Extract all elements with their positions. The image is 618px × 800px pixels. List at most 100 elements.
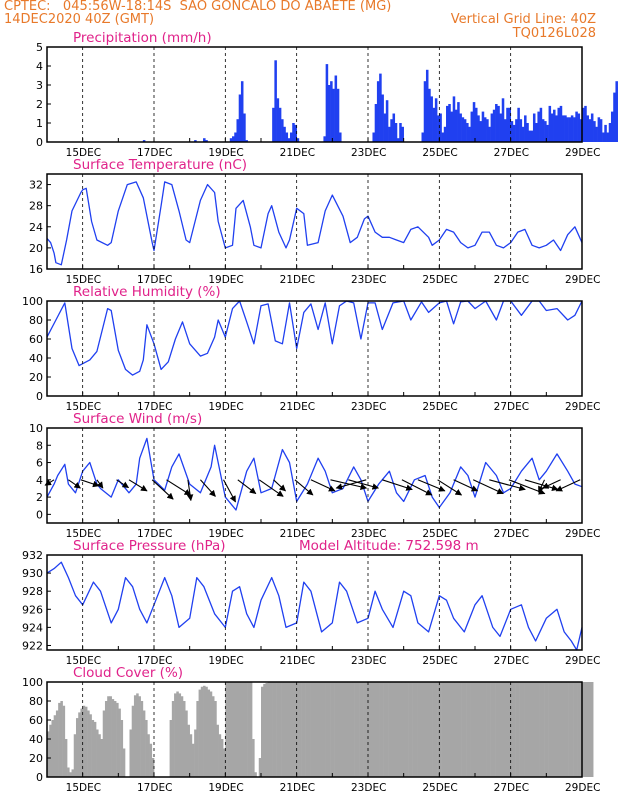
cloud-cover-bar (383, 682, 387, 777)
cloud-cover-bar (356, 682, 360, 777)
cloud-cover-bar (62, 705, 66, 777)
temperature-xlabel: 21DEC (280, 274, 315, 286)
cloud-cover-bar (133, 695, 137, 777)
precipitation-bar (457, 102, 460, 142)
cloud-cover-bar (263, 683, 266, 777)
precipitation-xlabel: 21DEC (280, 147, 315, 159)
cloud-cover-bar (325, 682, 329, 777)
cloud-cover-bar (588, 682, 592, 777)
cloud-cover-bar (207, 689, 211, 777)
cloud-cover-bar (492, 682, 496, 777)
cloud-cover-bar (47, 731, 50, 777)
cloud-cover-bar (96, 729, 99, 777)
wind-line (46, 437, 583, 511)
wind-arrow (199, 479, 216, 497)
precipitation-bar (443, 126, 447, 142)
cloud-cover-bar (470, 682, 474, 777)
cloud-cover-ylabel: 0 (36, 771, 43, 784)
cloud-cover-bar (236, 682, 240, 777)
cloud-cover-bar (388, 682, 391, 777)
cloud-cover-bar (100, 739, 104, 777)
cloud-cover-bar (483, 682, 487, 777)
cloud-cover-bar (495, 682, 498, 777)
cloud-cover-bar (570, 682, 574, 777)
temperature-ylabel: 24 (29, 221, 43, 234)
cloud-cover-bar (557, 682, 561, 777)
cloud-cover-bar (564, 682, 567, 777)
humidity-xlabel: 23DEC (351, 401, 386, 413)
precipitation-bar (428, 88, 431, 142)
cloud-cover-bar (579, 682, 583, 777)
pressure-panel (46, 554, 583, 651)
cloud-cover-bar (499, 682, 503, 777)
precipitation-bar (597, 117, 601, 142)
precipitation-bar (503, 119, 507, 142)
temperature-ylabel: 20 (29, 242, 43, 255)
cloud-cover-bar (234, 682, 237, 777)
cloud-cover-bar (432, 682, 436, 777)
precipitation-bar (537, 111, 540, 142)
cloud-cover-bar (87, 710, 90, 777)
header-grid-line: Vertical Grid Line: 40Z (450, 12, 596, 27)
cloud-cover-bar (582, 682, 585, 777)
wind-arrow (273, 479, 286, 492)
cloud-cover-bar (205, 686, 208, 777)
cloud-cover-bar (490, 682, 494, 777)
precipitation-bar (245, 140, 248, 142)
precipitation-bar (599, 119, 603, 142)
wind-ylabel: 6 (36, 457, 43, 470)
precipitation-bar (555, 115, 558, 142)
wind-ylabel: 8 (36, 439, 43, 452)
humidity-ylabel: 100 (22, 295, 43, 308)
precipitation-bar (439, 113, 442, 142)
cloud-cover-bar (258, 758, 262, 777)
cloud-cover-bar (89, 714, 92, 777)
cloud-cover-bar (452, 682, 456, 777)
cloud-cover-bar (590, 682, 594, 777)
precipitation-bar (512, 124, 516, 142)
precipitation-bar (194, 140, 197, 142)
cloud-cover-bar (303, 682, 306, 777)
pressure-xlabel: 15DEC (66, 655, 101, 667)
cloud-cover-bar (51, 720, 54, 777)
wind-arrow (166, 479, 192, 496)
cloud-cover-bar (174, 693, 177, 777)
cloud-cover-bar (75, 718, 79, 777)
cloud-cover-bar (454, 682, 458, 777)
wind-arrow (382, 479, 413, 491)
cloud-cover-bar (151, 758, 155, 777)
precipitation-bar (470, 111, 474, 142)
precipitation-bar (372, 132, 375, 142)
wind-arrow (310, 479, 336, 492)
precipitation-ylabel: 3 (36, 79, 43, 92)
cloud-cover-bar (341, 682, 344, 777)
cloud-cover-bar (93, 721, 97, 777)
precipitation-bar (289, 132, 293, 142)
cloud-cover-bar (238, 682, 242, 777)
precipitation-bar (281, 119, 284, 142)
cloud-cover-bar (517, 682, 520, 777)
precipitation-bar (399, 123, 402, 142)
cloud-cover-bar (463, 682, 467, 777)
cloud-cover-bar (58, 702, 61, 777)
wind-ylabel: 2 (36, 491, 43, 504)
precipitation-panel (46, 46, 618, 143)
wind-arrow (335, 479, 367, 490)
cloud-cover-bar (307, 682, 311, 777)
precipitation-bar (588, 119, 592, 142)
precipitation-bar (274, 60, 277, 142)
cloud-cover-bar (466, 682, 469, 777)
precipitation-bar (390, 119, 393, 142)
cloud-cover-bar (448, 682, 451, 777)
humidity-xlabel: 19DEC (208, 401, 243, 413)
precipitation-xlabel: 23DEC (351, 147, 386, 159)
cloud-cover-bar (91, 720, 95, 777)
temperature-ylabel: 28 (29, 200, 43, 213)
precipitation-xlabel: 15DEC (66, 147, 101, 159)
pressure-xlabel: 23DEC (351, 655, 386, 667)
precipitation-xlabel: 29DEC (565, 147, 600, 159)
precipitation-bar (285, 132, 289, 142)
cloud-cover-bar (439, 682, 442, 777)
cloud-cover-xlabel: 29DEC (565, 782, 600, 794)
cloud-cover-bar (296, 682, 300, 777)
